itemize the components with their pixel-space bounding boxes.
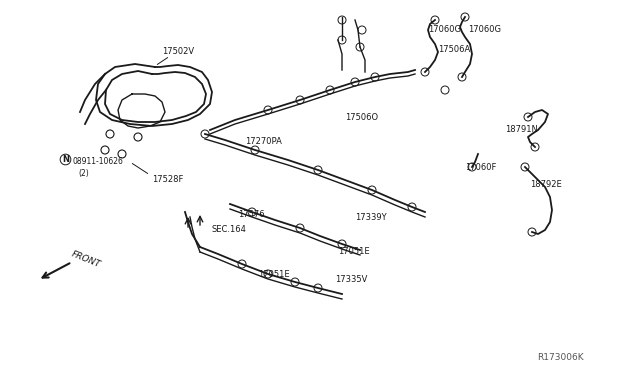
Text: 17051E: 17051E [338,247,370,256]
Text: 18791N: 18791N [505,125,538,134]
Text: 17051E: 17051E [258,270,290,279]
Text: 17576: 17576 [238,210,264,219]
Text: 17060G: 17060G [428,25,461,34]
Text: R173006K: R173006K [537,353,583,362]
Text: SEC.164: SEC.164 [212,225,247,234]
Text: 17506O: 17506O [345,113,378,122]
Text: 18792E: 18792E [530,180,562,189]
Text: 17270PA: 17270PA [245,137,282,146]
Text: 08911-10626: 08911-10626 [72,157,123,166]
Text: FRONT: FRONT [70,249,102,269]
Text: (2): (2) [78,169,89,178]
Text: 17506A: 17506A [438,45,470,54]
Text: N: N [62,155,69,164]
Text: 17528F: 17528F [152,175,184,184]
Text: 17502V: 17502V [162,47,194,56]
Text: 17335V: 17335V [335,275,367,284]
Text: 17060G: 17060G [468,25,501,34]
Text: 17339Y: 17339Y [355,213,387,222]
Text: 17060F: 17060F [465,163,497,172]
